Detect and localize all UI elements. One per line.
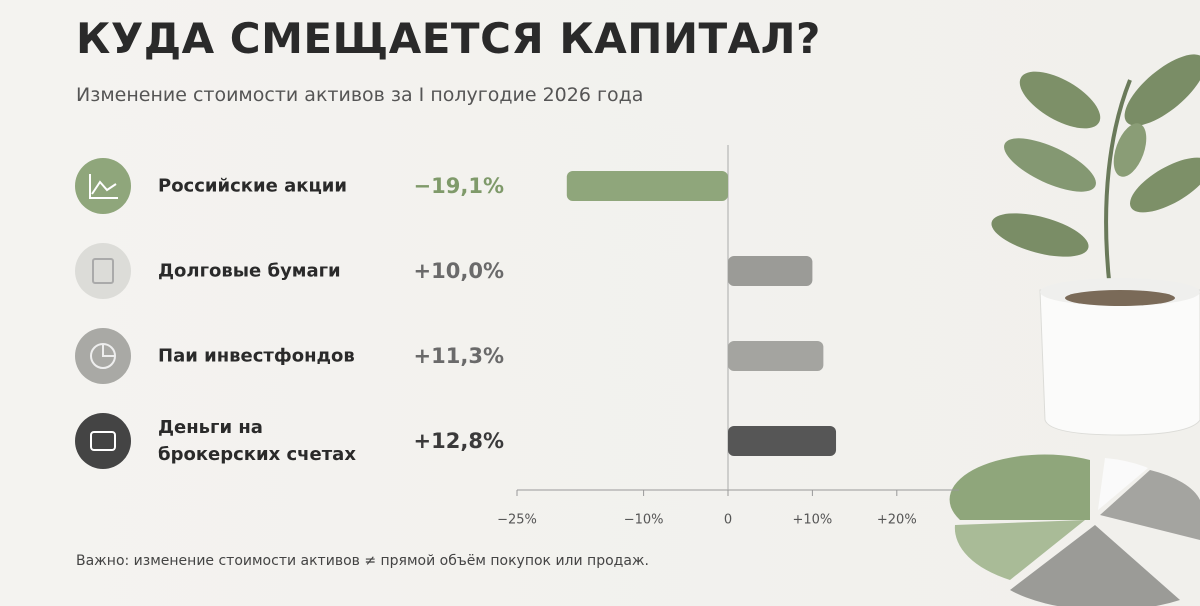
value-label: +11,3%: [413, 344, 504, 368]
bar: [566, 171, 728, 201]
category-label: Паи инвестфондов: [158, 345, 355, 367]
category-label: Долговые бумаги: [158, 260, 341, 282]
icons: [75, 158, 131, 469]
bar: [728, 426, 837, 456]
chart-subtitle: Изменение стоимости активов за I полугод…: [76, 84, 644, 106]
x-tick-label: −10%: [624, 513, 664, 528]
value-label: +12,8%: [413, 429, 504, 453]
x-tick-label: 0: [724, 513, 732, 528]
x-tick-label: +20%: [877, 513, 917, 528]
chart-title: КУДА СМЕЩАЕТСЯ КАПИТАЛ?: [76, 14, 821, 63]
bar: [728, 341, 824, 371]
note: Важно: изменение стоимости активов ≠ пря…: [76, 553, 649, 569]
value-label: +10,0%: [413, 259, 504, 283]
x-tick-label: −25%: [497, 513, 537, 528]
x-tick-label: +10%: [793, 513, 833, 528]
category-label: Российские акции: [158, 175, 348, 197]
category-label: Деньги на брокерских счетах: [158, 417, 356, 465]
value-label: −19,1%: [413, 174, 504, 198]
bar: [728, 256, 813, 286]
decoration: [949, 54, 1200, 606]
